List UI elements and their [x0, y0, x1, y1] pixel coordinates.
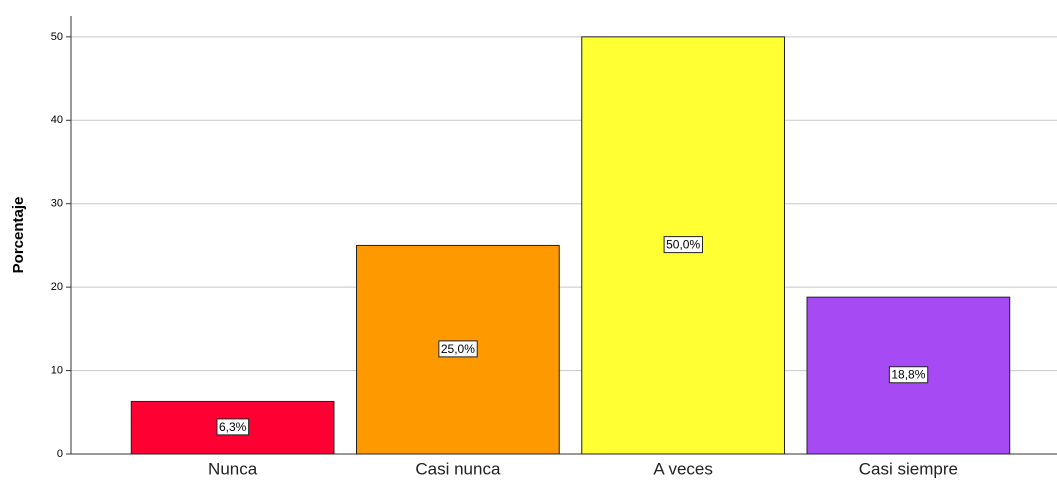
value-label: 50,0%: [666, 238, 700, 252]
y-tick-label: 0: [57, 448, 63, 460]
x-tick-label: Nunca: [208, 459, 258, 478]
x-tick-label: A veces: [653, 459, 713, 478]
y-tick-label: 40: [51, 114, 63, 126]
value-label-box: [888, 366, 929, 384]
value-label-box: [216, 418, 250, 436]
x-tick-label: Casi nunca: [415, 459, 501, 478]
x-tick-label: Casi siempre: [859, 459, 958, 478]
value-label: 6,3%: [219, 420, 247, 434]
y-tick-label: 20: [51, 281, 63, 293]
y-tick-label: 50: [51, 31, 63, 43]
y-tick-label: 10: [51, 364, 63, 376]
value-label-box: [438, 340, 478, 358]
y-tick-label: 30: [51, 198, 63, 210]
value-label: 25,0%: [441, 342, 475, 356]
value-label-box: [663, 236, 703, 254]
value-label: 18,8%: [891, 368, 925, 382]
y-axis-label: Porcentaje: [10, 197, 27, 274]
